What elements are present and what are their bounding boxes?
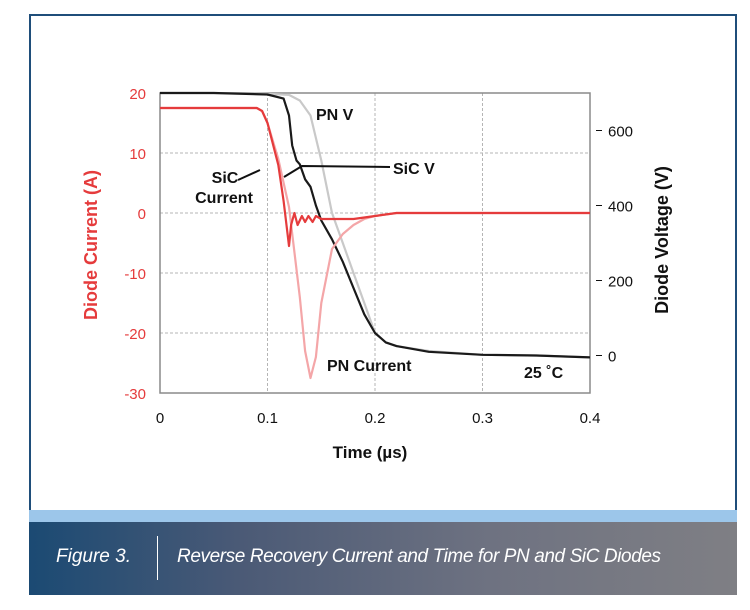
caption-accent-strip xyxy=(29,510,737,522)
sic-v-leader-line xyxy=(283,164,391,178)
x-tick-label: 0.2 xyxy=(365,410,386,427)
y-axis-left-label: Diode Current (A) xyxy=(81,170,101,320)
x-tick-label: 0.3 xyxy=(472,410,493,427)
annotation-temperature: 25 ˚C xyxy=(524,365,564,382)
y-left-tick-label: 20 xyxy=(129,86,146,103)
annotation-pn-current: PN Current xyxy=(327,358,412,375)
x-axis-label: Time (µs) xyxy=(333,443,408,462)
y-right-tick-label: 400 xyxy=(608,199,633,216)
y-left-tick-label: -20 xyxy=(124,326,146,343)
x-tick-label: 0 xyxy=(156,410,164,427)
figure-frame xyxy=(29,14,737,511)
y-right-tick-label: 0 xyxy=(608,349,616,366)
y-left-tick-label: -30 xyxy=(124,386,146,403)
figure-caption: Figure 3. Reverse Recovery Current and T… xyxy=(29,522,737,595)
ticks: 0 0.1 0.2 0.3 0.4 20 10 0 -10 -20 -30 600 400 200 0 xyxy=(124,86,633,427)
series-line-sic-current xyxy=(160,106,590,248)
annotation-pn-v: PN V xyxy=(316,107,354,124)
grid xyxy=(160,93,590,393)
y-left-tick-label: 0 xyxy=(138,206,146,223)
sic-current-leader-line xyxy=(237,169,261,181)
annotation-sic-current-line1: SiC xyxy=(212,170,239,187)
y-left-tick-label: 10 xyxy=(129,146,146,163)
x-tick-label: 0.4 xyxy=(580,410,601,427)
figure-number: Figure 3. xyxy=(56,546,131,567)
caption-divider xyxy=(157,536,158,580)
y-axis-right-label: Diode Voltage (V) xyxy=(652,166,672,314)
y-right-tick-label: 600 xyxy=(608,124,633,141)
chart: 0 0.1 0.2 0.3 0.4 20 10 0 -10 -20 -30 600 400 200 0 Di… xyxy=(81,86,672,462)
annotation-sic-v: SiC V xyxy=(393,161,435,178)
y-left-tick-label: -10 xyxy=(124,266,146,283)
series-line-sic-v xyxy=(160,91,591,359)
figure-title: Reverse Recovery Current and Time for PN… xyxy=(177,546,661,567)
plot-border xyxy=(159,92,591,394)
x-tick-label: 0.1 xyxy=(257,410,278,427)
y-right-tick-label: 200 xyxy=(608,274,633,291)
annotation-sic-current-line2: Current xyxy=(195,190,253,207)
series-group xyxy=(160,91,591,380)
